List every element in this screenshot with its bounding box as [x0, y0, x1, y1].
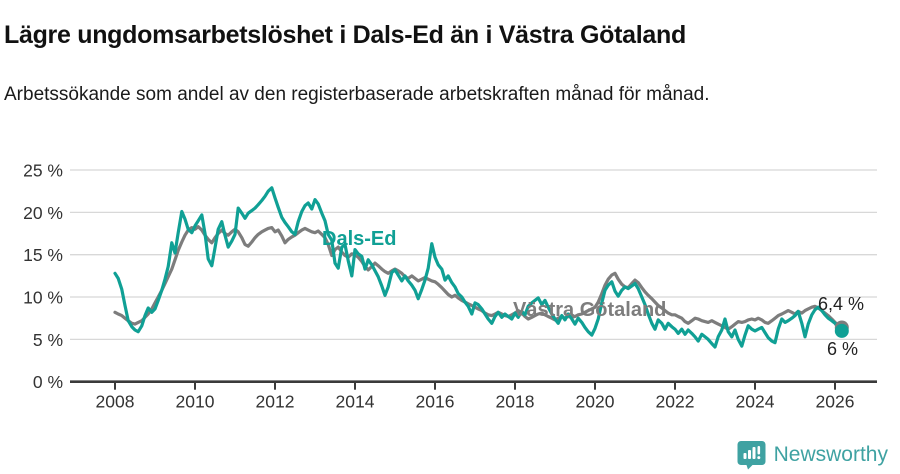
x-axis-tick-label: 2018: [496, 392, 535, 412]
series-label-dals-ed: Dals-Ed: [322, 228, 397, 250]
end-value-label-vastra-gotaland: 6,4 %: [818, 294, 865, 314]
x-axis-tick-label: 2010: [176, 392, 215, 412]
y-axis-tick-label: 10 %: [23, 288, 63, 308]
x-axis-tick-label: 2022: [656, 392, 695, 412]
line-v-stra-g-taland: [113, 225, 844, 331]
y-axis-tick-label: 20 %: [23, 203, 63, 223]
y-axis-tick-label: 5 %: [33, 330, 63, 350]
chart-subtitle: Arbetssökande som andel av den registerb…: [4, 84, 710, 105]
x-axis-tick-label: 2012: [256, 392, 295, 412]
x-axis-tick-label: 2020: [576, 392, 615, 412]
x-axis-tick-label: 2008: [96, 392, 135, 412]
x-axis-tick-label: 2024: [736, 392, 775, 412]
series-label-vastra-gotaland: Västra Götaland: [513, 299, 667, 321]
newsworthy-logo: Newsworthy: [736, 439, 888, 470]
y-axis-tick-label: 25 %: [23, 161, 63, 181]
newsworthy-wordmark: Newsworthy: [773, 442, 888, 466]
y-axis-tick-label: 0 %: [33, 372, 63, 392]
x-axis-tick-label: 2016: [416, 392, 455, 412]
x-axis-tick-label: 2014: [336, 392, 375, 412]
newsworthy-badge-icon: [737, 441, 766, 470]
y-axis-tick-label: 15 %: [23, 245, 63, 265]
page-title: Lägre ungdomsarbetslöshet i Dals-Ed än i…: [4, 20, 686, 49]
end-value-label-dals-ed: 6 %: [827, 339, 859, 359]
end-dot-dals-ed: [834, 323, 849, 338]
x-axis-tick-label: 2026: [816, 392, 855, 412]
line-dals-ed: [113, 186, 844, 349]
